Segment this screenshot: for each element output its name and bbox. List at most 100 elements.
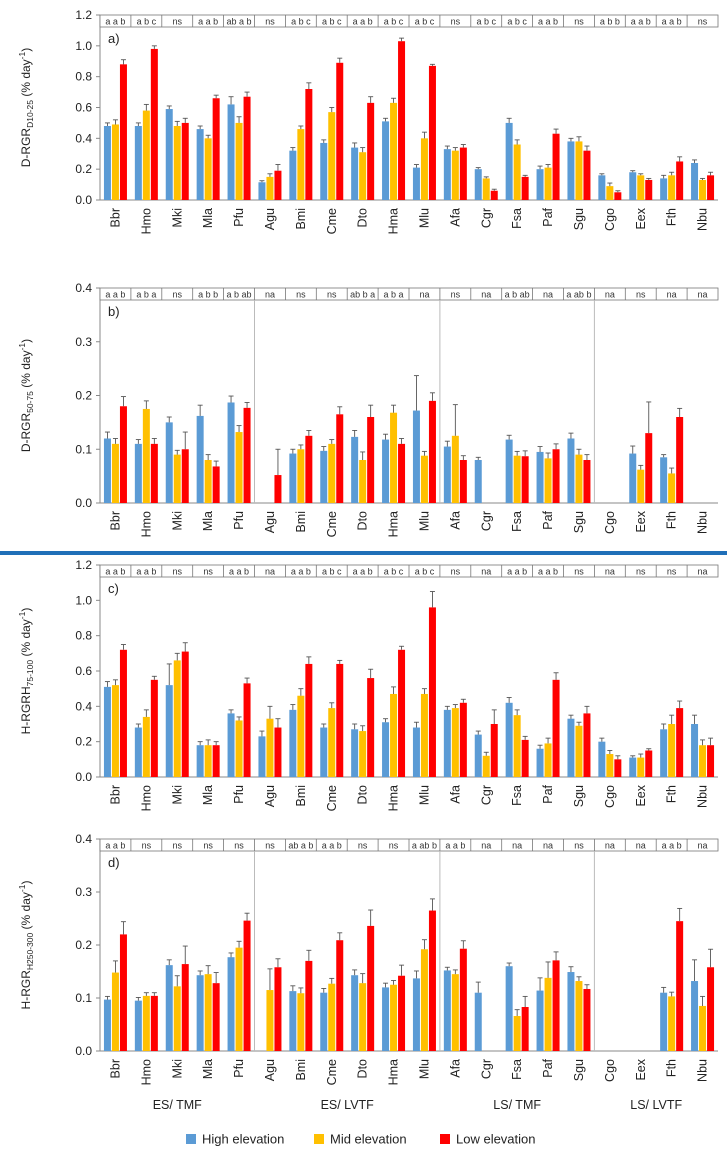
bar-Mki-high bbox=[165, 109, 173, 200]
x-tick-label: Cgo bbox=[603, 1059, 617, 1082]
bar-Bmi-mid bbox=[297, 695, 305, 777]
x-tick-label: Bmi bbox=[294, 1059, 308, 1081]
bar-Mki-mid bbox=[173, 454, 181, 503]
bar-Mla-low bbox=[212, 98, 220, 200]
bar-Fsa-high bbox=[505, 439, 513, 503]
significance-label: ns bbox=[172, 567, 182, 577]
y-tick-label: 0.6 bbox=[75, 664, 92, 678]
y-axis-label: D-RGRD10-25 (% day-1) bbox=[17, 48, 35, 167]
bar-Dto-high bbox=[351, 729, 359, 777]
x-tick-label: Afa bbox=[448, 208, 462, 227]
bar-Afa-mid bbox=[451, 974, 459, 1051]
bar-Mla-high bbox=[196, 415, 204, 503]
bar-Sgu-high bbox=[567, 972, 575, 1051]
chart-panel-b: 0.0 0.1 0.2 0.3 0.4 a a b a b a ns a b b a b ab na… bbox=[17, 281, 719, 537]
y-tick-label: 0.1 bbox=[75, 442, 92, 456]
bar-Agu-low bbox=[274, 967, 282, 1051]
significance-label: ns bbox=[389, 841, 399, 851]
bar-Cme-high bbox=[320, 727, 328, 777]
bar-Cme-high bbox=[320, 992, 328, 1051]
significance-label: a a b bbox=[105, 567, 125, 577]
bar-Nbu-mid bbox=[699, 745, 707, 777]
bar-Bmi-mid bbox=[297, 449, 305, 503]
x-tick-label: Cgr bbox=[479, 1059, 493, 1079]
significance-label: ns bbox=[451, 567, 461, 577]
bar-Dto-low bbox=[367, 102, 375, 200]
bar-Paf-low bbox=[552, 133, 560, 200]
significance-label: na bbox=[605, 567, 615, 577]
group-label: ES/ TMF bbox=[153, 1098, 202, 1112]
significance-label: a b a bbox=[136, 290, 156, 300]
significance-label: a b c bbox=[291, 17, 311, 27]
bar-Fth-low bbox=[676, 921, 684, 1051]
x-tick-label: Eex bbox=[634, 510, 648, 532]
bar-Hmo-high bbox=[134, 1000, 142, 1051]
bar-Mlu-mid bbox=[420, 949, 428, 1051]
group-labels: ES/ TMF ES/ LVTF LS/ TMF LS/ LVTF bbox=[153, 1098, 683, 1112]
bar-Cme-low bbox=[336, 940, 344, 1051]
bar-Nbu-high bbox=[691, 981, 699, 1051]
x-tick-label: Fth bbox=[665, 208, 679, 226]
x-tick-label: Paf bbox=[541, 1058, 555, 1077]
y-tick-label: 1.0 bbox=[75, 39, 92, 53]
x-tick-label: Agu bbox=[263, 511, 277, 533]
x-tick-label: Fsa bbox=[510, 208, 524, 229]
bar-Bmi-high bbox=[289, 150, 297, 200]
bar-Hmo-mid bbox=[142, 716, 150, 777]
chart-panel-a: 0.0 0.2 0.4 0.6 0.8 1.0 1.2 a a b a b c ns a a b ab… bbox=[17, 8, 719, 234]
bar-Cgr-high bbox=[474, 169, 482, 200]
bar-Dto-low bbox=[367, 678, 375, 777]
bar-Hmo-low bbox=[150, 443, 158, 503]
bar-Bmi-low bbox=[305, 435, 313, 503]
bar-Bbr-high bbox=[103, 126, 111, 200]
bar-Eex-high bbox=[629, 453, 637, 503]
bar-Cgo-low bbox=[614, 759, 622, 777]
x-tick-label: Sgu bbox=[572, 208, 586, 230]
y-tick-label: 0.2 bbox=[75, 162, 92, 176]
bar-Mla-high bbox=[196, 129, 204, 200]
bar-Agu-mid bbox=[266, 176, 274, 200]
y-tick-label: 0.2 bbox=[75, 938, 92, 952]
significance-label: ns bbox=[142, 841, 152, 851]
x-tick-label: Cme bbox=[325, 785, 339, 811]
bar-Eex-low bbox=[645, 750, 653, 777]
x-tick-label: Bmi bbox=[294, 511, 308, 533]
bar-Mlu-high bbox=[412, 978, 420, 1051]
x-tick-label: Cme bbox=[325, 1059, 339, 1085]
bar-Sgu-mid bbox=[575, 141, 583, 200]
bar-Bbr-high bbox=[103, 686, 111, 777]
bar-Cme-low bbox=[336, 414, 344, 503]
bar-Sgu-low bbox=[583, 988, 591, 1051]
bar-Nbu-low bbox=[707, 175, 715, 200]
bar-Cgr-mid bbox=[482, 178, 490, 200]
bar-Cgr-mid bbox=[482, 755, 490, 777]
bar-Fsa-high bbox=[505, 966, 513, 1051]
bar-Mlu-mid bbox=[420, 455, 428, 503]
x-tick-label: Mki bbox=[170, 1059, 184, 1078]
bar-Dto-high bbox=[351, 436, 359, 503]
significance-label: ns bbox=[698, 17, 708, 27]
bar-Mlu-low bbox=[428, 400, 436, 503]
bar-Hmo-mid bbox=[142, 110, 150, 200]
bar-Bbr-mid bbox=[111, 685, 119, 777]
bar-Fth-low bbox=[676, 708, 684, 777]
bar-Eex-high bbox=[629, 172, 637, 200]
x-tick-label: Agu bbox=[263, 785, 277, 807]
legend-label: Low elevation bbox=[456, 1132, 536, 1147]
x-tick-label: Cgr bbox=[479, 511, 493, 531]
bar-Bbr-mid bbox=[111, 124, 119, 200]
bar-Dto-high bbox=[351, 975, 359, 1051]
legend-swatch bbox=[440, 1134, 450, 1144]
bar-Pfu-mid bbox=[235, 122, 243, 200]
y-axis-label: D-RGR50-75 (% day-1) bbox=[17, 339, 35, 452]
significance-label: ns bbox=[172, 841, 182, 851]
x-tick-label: Mki bbox=[170, 511, 184, 530]
y-tick-label: 0.1 bbox=[75, 991, 92, 1005]
x-tick-label: Mla bbox=[201, 208, 215, 228]
x-tick-label: Mlu bbox=[417, 1059, 431, 1079]
significance-label: a a b bbox=[353, 567, 373, 577]
bar-Pfu-high bbox=[227, 713, 235, 777]
bar-Hmo-low bbox=[150, 48, 158, 200]
x-tick-label: Bbr bbox=[108, 1059, 122, 1078]
significance-label: a a b bbox=[538, 567, 558, 577]
